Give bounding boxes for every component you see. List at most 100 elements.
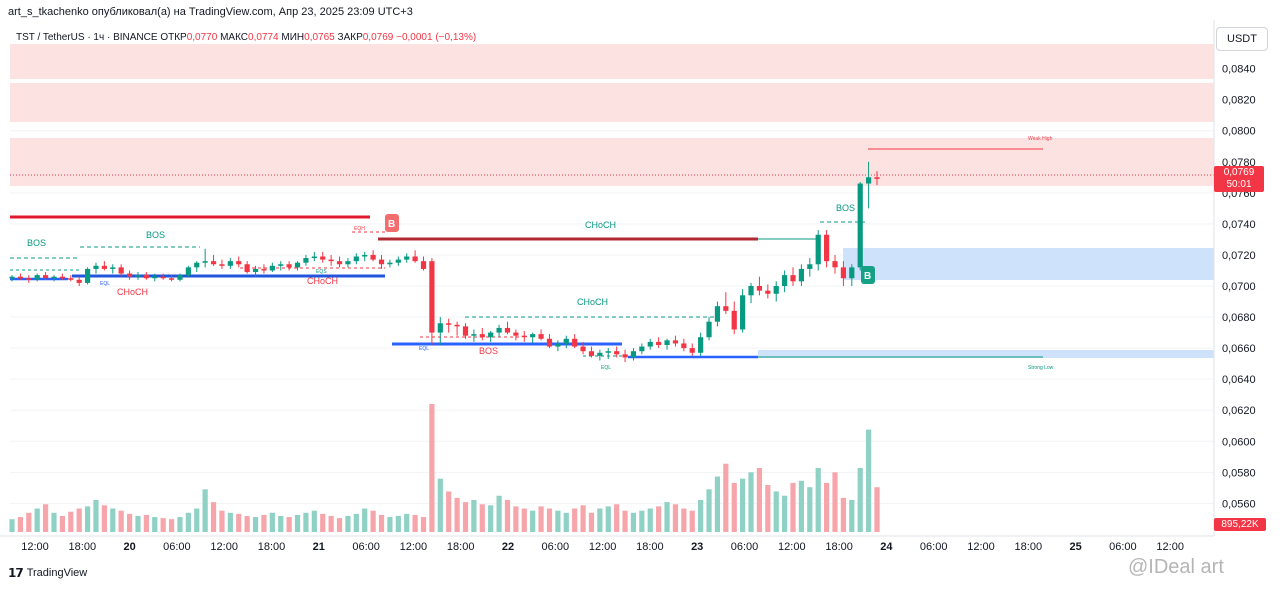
time-tick-label: 21 (313, 541, 325, 553)
volume-bar (244, 516, 250, 532)
candle-body (446, 323, 452, 325)
volume-bar (135, 516, 141, 532)
volume-bar (765, 485, 771, 532)
tradingview-logo-text: TradingView (26, 567, 88, 579)
demand-zone-1 (843, 248, 1214, 280)
candle-body (51, 276, 57, 279)
candle-body (152, 276, 158, 279)
candle-body (437, 323, 443, 333)
volume-bar (143, 514, 149, 532)
candle-body (185, 267, 191, 276)
label-choch-3: CHoCH (585, 220, 616, 230)
candle-body (378, 259, 385, 265)
volume-bar (168, 519, 175, 532)
candle-body (689, 348, 695, 353)
candle-body (336, 261, 343, 265)
volume-bar (160, 518, 166, 532)
candle-body (798, 268, 805, 282)
volume-bar (756, 468, 763, 532)
candle-body (84, 268, 91, 283)
volume-bar (261, 514, 267, 532)
price-tick-label: 0,0660 (1222, 343, 1256, 355)
supply-zone-3 (10, 138, 1214, 186)
change-value: −0,0001 (−0,13%) (396, 32, 477, 43)
candle-body (353, 256, 359, 262)
current-price-value: 0,0769 (1223, 167, 1255, 178)
candle-body (462, 326, 469, 336)
candle-body (731, 310, 737, 330)
close-label: ЗАКР (337, 32, 363, 43)
volume-bar (689, 510, 695, 532)
volume-bar (698, 500, 704, 532)
volume-tag: 895,22K (1214, 518, 1266, 531)
candle-body (236, 261, 242, 265)
time-tick-label: 18:00 (69, 541, 97, 553)
label-choch-2: CHoCH (307, 276, 338, 286)
volume-bar (471, 500, 477, 532)
volume-bar (110, 508, 116, 532)
candle-body (59, 276, 65, 279)
candle-body (34, 275, 40, 280)
candle-body (521, 335, 527, 338)
candle-body (395, 259, 401, 263)
volume-bar (706, 489, 712, 532)
candle-body (126, 273, 133, 277)
label-choch-1: CHoCH (117, 287, 148, 297)
label-eql-3: EQL (601, 365, 611, 371)
volume-bar (345, 516, 351, 532)
volume-bar (731, 482, 737, 532)
time-tick-label: 06:00 (542, 541, 570, 553)
watermark: @IDeal art (1128, 556, 1224, 578)
time-tick-label: 06:00 (1109, 541, 1137, 553)
candle-body (588, 351, 595, 356)
candle-body (177, 275, 183, 280)
candle-body (76, 279, 82, 283)
volume-bar (202, 489, 208, 532)
volume-bar (555, 510, 561, 532)
volume-bar (303, 512, 309, 532)
time-tick-label: 23 (691, 541, 703, 553)
volume-bar (496, 495, 502, 532)
volume-bar (824, 482, 830, 532)
b-marker-red: B (385, 214, 399, 232)
volume-bar (429, 404, 435, 532)
tradingview-logo[interactable]: 𝟭𝟳 TradingView (8, 566, 87, 580)
label-bos-4: BOS (836, 203, 855, 213)
volume-bar (446, 491, 452, 532)
candles-layer (9, 161, 880, 363)
volume-bar (647, 508, 653, 532)
currency-button[interactable]: USDT (1216, 27, 1268, 51)
candle-body (454, 324, 460, 327)
symbol-legend[interactable]: TST / TetherUS · 1ч · BINANCE ОТКР0,0770… (16, 32, 476, 43)
candle-body (765, 290, 771, 294)
price-axis[interactable]: 0,08400,08200,08000,07800,07600,07400,07… (1222, 64, 1256, 511)
volume-bar (740, 478, 746, 532)
candle-body (202, 261, 208, 263)
candle-body (168, 278, 175, 280)
candle-body (294, 262, 301, 268)
volume-bar (404, 513, 410, 532)
candle-body (471, 334, 477, 336)
label-choch-4: CHoCH (577, 297, 608, 307)
volume-bar (286, 517, 292, 532)
price-tick-label: 0,0820 (1222, 95, 1256, 107)
candle-body (42, 275, 49, 279)
candle-body (580, 346, 586, 352)
candle-body (101, 265, 107, 269)
candle-body (135, 275, 141, 277)
volume-bar (462, 502, 469, 532)
time-axis[interactable]: 12:00 18:00 20 06:00 12:00 18:00 21 06:00 12:00 1… (21, 541, 1184, 553)
volume-bar (152, 517, 158, 532)
volume-bar (437, 478, 443, 532)
volume-bar (504, 500, 511, 532)
candle-body (865, 177, 872, 184)
volume-bar (790, 482, 796, 532)
price-grid (10, 68, 1214, 504)
candle-body (219, 264, 225, 266)
symbol-name[interactable]: TST / TetherUS · 1ч · BINANCE (16, 32, 158, 43)
price-tick-label: 0,0560 (1222, 498, 1256, 510)
publication-attribution: art_s_tkachenko опубликовал(а) на Tradin… (8, 6, 413, 18)
b-marker-red-label: B (388, 219, 395, 230)
volume-bar (748, 472, 754, 532)
